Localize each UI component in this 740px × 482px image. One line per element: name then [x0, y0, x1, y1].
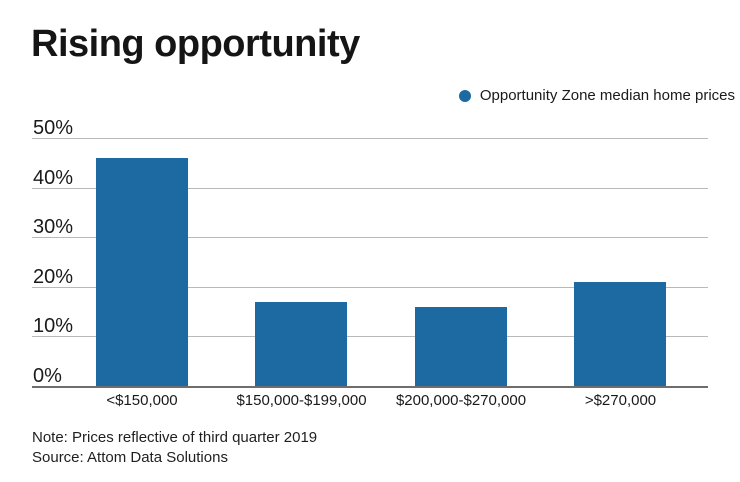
y-axis-label: 30% — [33, 216, 74, 239]
footer-note: Note: Prices reflective of third quarter… — [32, 429, 318, 446]
footer: Note: Prices reflective of third quarter… — [32, 428, 317, 468]
footer-source: Source: Attom Data Solutions — [32, 449, 228, 466]
x-axis-label: <$150,000 — [106, 392, 178, 409]
legend-label: Opportunity Zone median home prices — [479, 87, 735, 104]
y-axis-label: 10% — [33, 315, 74, 338]
y-axis-label: 0% — [33, 365, 62, 387]
bar-2 — [255, 301, 348, 386]
chart-title: Rising opportunity — [31, 23, 360, 65]
legend-dot-icon — [458, 90, 471, 102]
gridline — [32, 138, 708, 139]
x-axis-label: >$270,000 — [584, 392, 657, 409]
y-axis-label: 50% — [33, 117, 74, 139]
y-axis-label: 20% — [33, 265, 74, 288]
x-axis-label: $150,000-$199,000 — [236, 392, 367, 409]
y-axis-label: 40% — [33, 166, 74, 189]
legend: Opportunity Zone median home prices — [458, 87, 735, 104]
gridline — [32, 187, 708, 189]
x-axis-line — [32, 386, 708, 388]
plot-area: 50% 40% 30% 20% 10% 0% <$150,000 $150,000-$199,… — [32, 118, 708, 409]
x-axis-label: $200,000-$270,000 — [395, 392, 527, 409]
bar-3 — [414, 306, 507, 386]
gridline — [32, 237, 708, 239]
bar-4 — [574, 281, 667, 386]
gridline — [32, 336, 708, 338]
gridline — [32, 286, 708, 288]
bar-1 — [95, 157, 188, 386]
